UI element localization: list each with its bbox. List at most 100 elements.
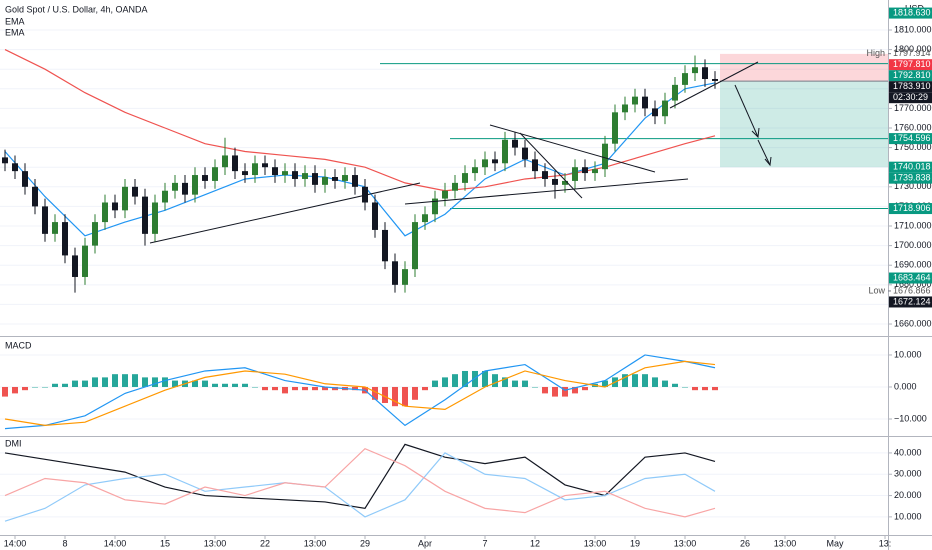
background bbox=[0, 29, 888, 518]
histogram-bar bbox=[32, 386, 38, 388]
histogram-bar bbox=[522, 380, 528, 387]
histogram-bar bbox=[392, 386, 398, 407]
candle-body bbox=[342, 175, 348, 181]
histogram-bar bbox=[232, 383, 238, 387]
histogram-bar bbox=[142, 377, 148, 387]
histogram-bar bbox=[202, 380, 208, 387]
histogram-bar bbox=[692, 386, 698, 391]
legend-entry: EMA bbox=[5, 16, 25, 26]
candle-body bbox=[2, 157, 8, 164]
candle-body bbox=[12, 163, 18, 172]
x-tick-label: 29 bbox=[360, 538, 370, 548]
candle-body bbox=[262, 163, 268, 168]
candle-body bbox=[482, 159, 488, 168]
legend-entry: EMA bbox=[5, 27, 25, 37]
panel-title: DMI bbox=[5, 438, 22, 448]
price-badge bbox=[889, 161, 932, 173]
histogram-bar bbox=[502, 377, 508, 387]
trend-line bbox=[669, 61, 759, 109]
y-tick-label: 1800.000 bbox=[894, 44, 932, 54]
x-tick-label: 19 bbox=[630, 538, 640, 548]
candle-body bbox=[492, 159, 498, 164]
histogram-bar bbox=[622, 374, 628, 387]
histogram-bar bbox=[302, 386, 308, 391]
x-tick-label: 7 bbox=[482, 538, 487, 548]
candle-body bbox=[612, 112, 618, 144]
histogram-bar bbox=[82, 380, 88, 387]
candle-body bbox=[102, 202, 108, 223]
candle-body bbox=[672, 84, 678, 101]
candle-body bbox=[382, 229, 388, 262]
candle-body bbox=[592, 169, 598, 174]
trend-line bbox=[404, 178, 689, 205]
candle-body bbox=[402, 269, 408, 285]
price-label: 1797.810 bbox=[893, 59, 931, 69]
candle-body bbox=[162, 190, 168, 203]
x-tick-label: 12 bbox=[530, 538, 540, 548]
histogram-bar bbox=[462, 370, 468, 387]
y-tick-label: 1710.000 bbox=[894, 220, 932, 230]
x-tick-label: Apr bbox=[418, 538, 432, 548]
histogram-bar bbox=[292, 386, 298, 391]
candle-body bbox=[152, 202, 158, 234]
x-tick-label: 26 bbox=[740, 538, 750, 548]
histogram-bar bbox=[662, 380, 668, 387]
price-badge bbox=[889, 81, 932, 93]
indicator-line bbox=[4, 360, 716, 426]
histogram-bar bbox=[212, 383, 218, 387]
drawings bbox=[149, 61, 772, 244]
x-tick-label: 13:00 bbox=[584, 538, 607, 548]
y-tick-label: 10.000 bbox=[894, 511, 922, 521]
candle-body bbox=[652, 108, 658, 117]
histogram-bar bbox=[262, 386, 268, 391]
histogram-bar bbox=[482, 370, 488, 387]
indicator-line bbox=[4, 452, 716, 522]
price-label: 1718.906 bbox=[893, 203, 931, 213]
histogram-bar bbox=[512, 380, 518, 387]
y-tick-label: 40.000 bbox=[894, 447, 922, 457]
candle-body bbox=[32, 186, 38, 207]
candle-body bbox=[82, 245, 88, 277]
x-tick-label: 15 bbox=[160, 538, 170, 548]
histogram-bar bbox=[132, 374, 138, 387]
candle-body bbox=[62, 222, 68, 256]
histogram-bar bbox=[52, 383, 58, 387]
candle-body bbox=[702, 67, 708, 79]
histogram-bar bbox=[382, 386, 388, 403]
histogram-bar bbox=[372, 386, 378, 400]
arrow bbox=[757, 139, 771, 166]
candle-body bbox=[172, 182, 178, 191]
candle-body bbox=[72, 255, 78, 277]
histogram-bar bbox=[222, 383, 228, 387]
histogram-bar bbox=[412, 386, 418, 400]
candle-body bbox=[442, 190, 448, 199]
arrow bbox=[734, 84, 759, 138]
x-tick-label: 13:00 bbox=[774, 538, 797, 548]
candle-body bbox=[632, 96, 638, 105]
price-label: 1754.596 bbox=[893, 133, 931, 143]
candle-body bbox=[232, 155, 238, 172]
candle-body bbox=[532, 159, 538, 172]
y-tick-label: 1810.000 bbox=[894, 24, 932, 34]
candle-body bbox=[182, 182, 188, 195]
histogram-bar bbox=[162, 377, 168, 387]
candle-body bbox=[332, 177, 338, 181]
candle-body bbox=[582, 167, 588, 174]
y-tick-label: 1770.000 bbox=[894, 103, 932, 113]
histogram-bar bbox=[2, 386, 8, 397]
panel-title: MACD bbox=[5, 340, 32, 350]
histogram-bar bbox=[642, 374, 648, 387]
trend-line bbox=[149, 182, 421, 244]
chart-title: Gold Spot / U.S. Dollar, 4h, OANDA bbox=[5, 4, 148, 14]
x-tick-label: 22 bbox=[260, 538, 270, 548]
price-badge bbox=[889, 7, 932, 19]
x-tick-label: 8 bbox=[62, 538, 67, 548]
candle-body bbox=[42, 206, 48, 234]
target-zone bbox=[720, 81, 888, 168]
histogram-bar bbox=[632, 374, 638, 387]
histogram-bar bbox=[12, 386, 18, 394]
candle-body bbox=[352, 175, 358, 187]
histogram-bar bbox=[152, 377, 158, 387]
candle-body bbox=[222, 155, 228, 168]
